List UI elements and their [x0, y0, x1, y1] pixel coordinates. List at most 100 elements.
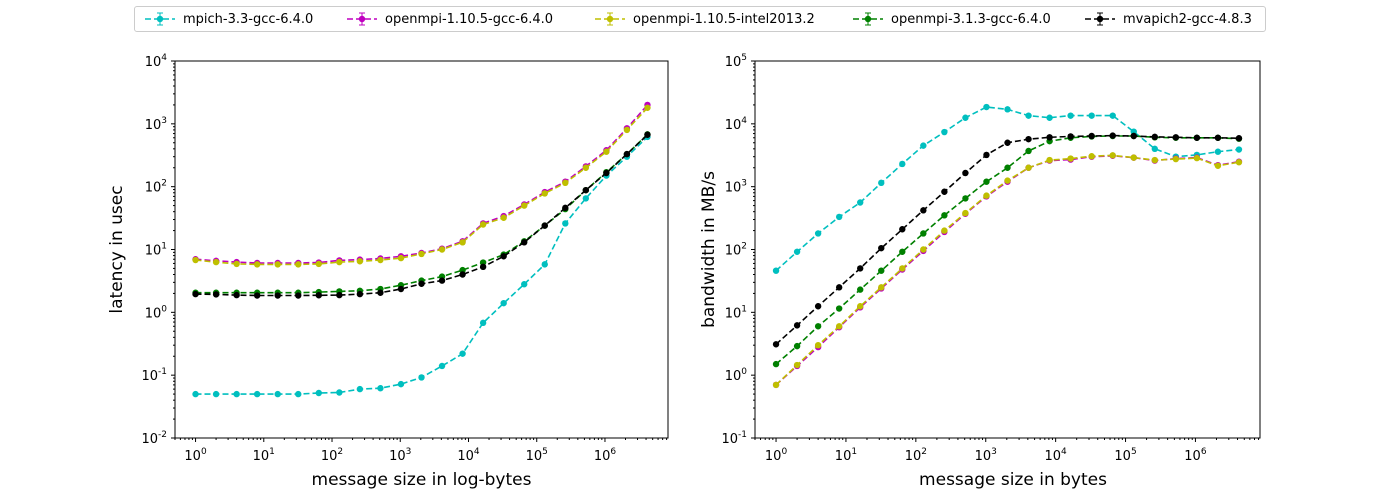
bandwidth-data-point [1130, 132, 1137, 140]
latency-data-point [500, 253, 507, 260]
latency-data-point [295, 390, 302, 398]
latency-data-point [233, 291, 240, 299]
bandwidth-data-point [899, 265, 906, 272]
legend-item-openmpi-3-1-3: openmpi-3.1.3-gcc-6.4.0 [851, 7, 1051, 31]
latency-data-point [479, 221, 487, 228]
bandwidth-data-point [857, 265, 864, 272]
bandwidth-data-point [920, 142, 927, 149]
latency-data-point [212, 390, 220, 398]
legend-label-openmpi-3-1-3: openmpi-3.1.3-gcc-6.4.0 [891, 11, 1051, 27]
bandwidth-data-point [1088, 132, 1095, 140]
latency-data-point [603, 169, 610, 177]
bandwidth-data-point [1151, 145, 1158, 153]
bandwidth-data-point [1109, 112, 1116, 119]
legend-marker [864, 15, 872, 23]
latency-data-point [623, 126, 631, 134]
latency-data-point [438, 246, 446, 253]
bandwidth-data-point [962, 114, 969, 121]
bandwidth-data-point [878, 244, 885, 252]
latency-y-tick-label: 10-2 [141, 430, 167, 447]
latency-data-point [253, 292, 261, 299]
bandwidth-y-tick-label: 10-1 [721, 430, 747, 447]
bandwidth-data-point [1172, 155, 1180, 163]
latency-data-point [315, 292, 322, 299]
bandwidth-data-point [1109, 152, 1116, 159]
bandwidth-data-point [814, 323, 822, 330]
bandwidth-x-tick-label: 100 [765, 447, 788, 464]
latency-y-tick-label: 10-1 [141, 367, 167, 384]
legend-label-mvapich2: mvapich2-gcc-4.8.3 [1123, 11, 1252, 27]
bandwidth-data-point [941, 212, 948, 219]
bandwidth-data-point [1046, 114, 1053, 121]
latency-line-openmpi-1-10-5-intel2013-2 [195, 107, 649, 266]
bandwidth-data-point [1004, 164, 1011, 171]
latency-data-point [418, 250, 425, 258]
latency-data-point [377, 385, 384, 392]
bandwidth-data-point [1151, 133, 1158, 141]
latency-data-point [623, 150, 631, 158]
bandwidth-axes-ticks: 100 101 102 103 104 105 106 10-1 100 101 102 103 104… [721, 53, 1260, 464]
bandwidth-data-point [962, 195, 969, 202]
legend-item-mvapich2: mvapich2-gcc-4.8.3 [1083, 7, 1252, 31]
bandwidth-data-point [878, 284, 885, 291]
latency-y-tick-label: 103 [145, 116, 167, 133]
latency-line-openmpi-1-10-5-gcc-6-4-0 [195, 104, 649, 264]
bandwidth-data-point [1004, 139, 1011, 146]
bandwidth-data-point [1235, 135, 1243, 142]
latency-data-point [438, 362, 446, 370]
latency-data-point [397, 254, 405, 262]
bandwidth-y-tick-label: 100 [725, 367, 748, 384]
bandwidth-series-mvapich2-gcc-4-8-3 [772, 132, 1243, 348]
latency-data-point [192, 390, 199, 398]
latency-data-point [233, 260, 240, 268]
bandwidth-data-point [1025, 164, 1032, 171]
latency-data-point [233, 390, 240, 398]
latency-data-point [274, 261, 281, 268]
latency-data-point [212, 291, 220, 298]
latency-x-tick-label: 101 [253, 447, 275, 464]
legend-swatch-openmpi-1-10-5-gcc [347, 12, 377, 26]
bandwidth-data-point [920, 230, 927, 237]
legend-swatch-openmpi-1-10-5-intel [595, 12, 625, 26]
latency-data-point [479, 319, 487, 327]
latency-data-point [438, 277, 446, 284]
bandwidth-line-openmpi-1-10-5-intel2013-2 [775, 154, 1240, 386]
latency-data-point [377, 256, 384, 264]
legend: mpich-3.3-gcc-6.4.0 openmpi-1.10.5-gcc-6… [134, 6, 1266, 32]
bandwidth-data-point [1025, 135, 1032, 143]
bandwidth-x-tick-label: 102 [905, 447, 927, 464]
legend-marker [358, 15, 366, 23]
latency-data-point [336, 389, 343, 396]
bandwidth-data-point [1067, 112, 1074, 119]
latency-data-point [315, 389, 322, 397]
bandwidth-data-point [1193, 134, 1201, 141]
bandwidth-data-point [835, 284, 843, 291]
bandwidth-data-point [1046, 134, 1053, 141]
latency-data-point [541, 190, 548, 197]
bandwidth-x-tick-label: 101 [835, 447, 857, 464]
latency-data-point [500, 214, 507, 221]
bandwidth-data-point [1235, 146, 1243, 153]
latency-x-tick-label: 103 [389, 447, 411, 464]
bandwidth-data-point [835, 213, 843, 221]
bandwidth-data-point [1235, 159, 1243, 166]
legend-item-mpich: mpich-3.3-gcc-6.4.0 [143, 7, 313, 31]
latency-y-tick-label: 102 [145, 179, 167, 196]
bandwidth-data-point [793, 248, 801, 255]
latency-x-tick-label: 100 [184, 447, 207, 464]
latency-data-point [295, 261, 302, 268]
bandwidth-y-tick-label: 102 [725, 242, 747, 259]
bandwidth-data-point [962, 169, 969, 177]
latency-data-point [562, 204, 569, 212]
bandwidth-x-tick-label: 103 [975, 447, 997, 464]
bandwidth-data-point [941, 128, 948, 136]
bandwidth-line-mpich-3-3-gcc-6-4-0 [775, 106, 1240, 272]
latency-data-point [582, 164, 590, 171]
bandwidth-data-point [772, 341, 780, 348]
bandwidth-line-openmpi-1-10-5-gcc-6-4-0 [775, 154, 1240, 386]
bandwidth-data-point [983, 151, 990, 159]
bandwidth-data-point [878, 267, 885, 274]
latency-data-point [315, 260, 322, 268]
bandwidth-data-point [983, 192, 990, 199]
latency-data-point [479, 263, 487, 271]
